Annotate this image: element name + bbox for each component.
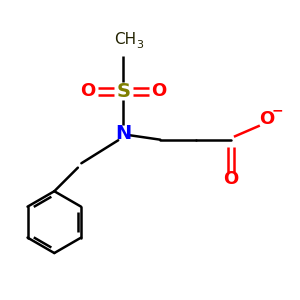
- Text: −: −: [272, 103, 283, 117]
- Text: CH: CH: [114, 32, 136, 47]
- Text: O: O: [259, 110, 274, 128]
- Text: O: O: [80, 82, 96, 100]
- Text: O: O: [151, 82, 166, 100]
- Text: O: O: [223, 170, 238, 188]
- Text: 3: 3: [136, 40, 143, 50]
- Text: S: S: [116, 82, 130, 100]
- Text: N: N: [116, 124, 132, 143]
